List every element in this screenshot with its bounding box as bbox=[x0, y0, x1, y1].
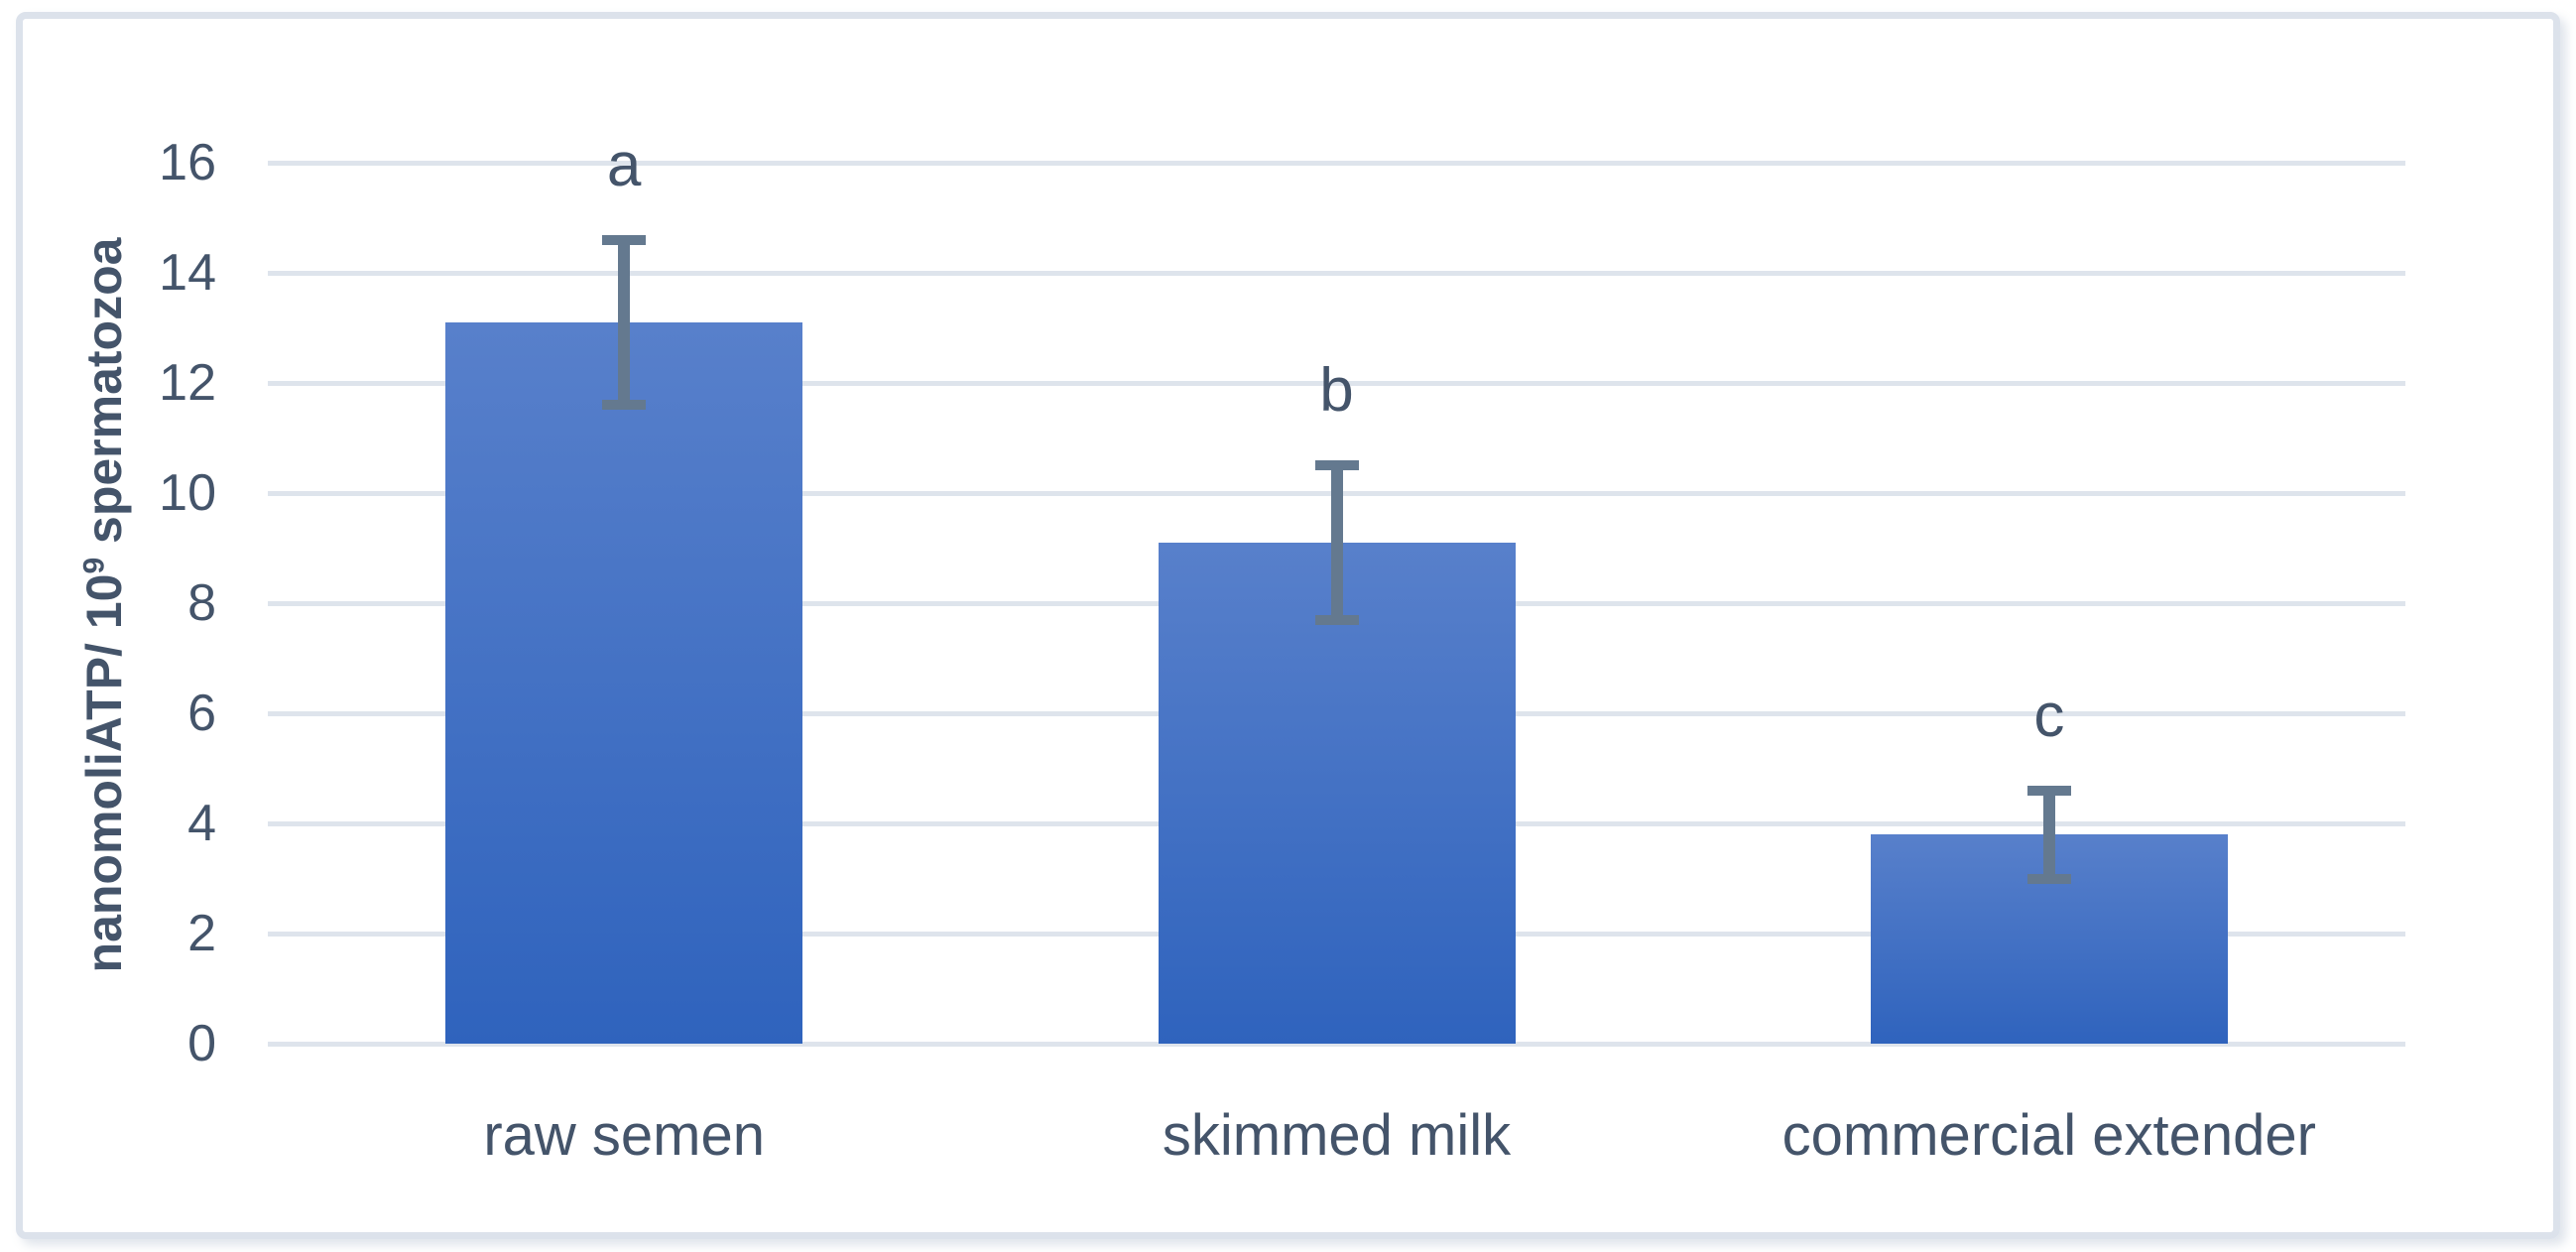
error-bar-cap-top-commercial-extender bbox=[2026, 785, 2071, 796]
x-axis-label-commercial-extender: commercial extender bbox=[1781, 1103, 2316, 1168]
error-bar-cap-top-skimmed-milk bbox=[1314, 460, 1359, 471]
gridline-16 bbox=[268, 160, 2405, 166]
error-bar-stem-raw-semen bbox=[618, 239, 631, 406]
y-tick-label-10: 10 bbox=[159, 464, 216, 522]
y-tick-label-14: 14 bbox=[159, 244, 216, 302]
y-tick-label-0: 0 bbox=[187, 1015, 216, 1072]
significance-letter-a: a bbox=[606, 130, 642, 199]
error-bar-cap-bottom-raw-semen bbox=[602, 400, 647, 411]
x-axis-label-skimmed-milk: skimmed milk bbox=[1162, 1103, 1512, 1168]
y-tick-label-16: 16 bbox=[159, 134, 216, 191]
bar-raw-semen bbox=[445, 321, 803, 1044]
y-tick-label-12: 12 bbox=[159, 354, 216, 412]
error-bar-stem-commercial-extender bbox=[2042, 790, 2055, 879]
significance-letter-c: c bbox=[2033, 681, 2065, 750]
error-bar-cap-bottom-skimmed-milk bbox=[1314, 614, 1359, 625]
gridline-0 bbox=[268, 1041, 2405, 1047]
x-axis-label-raw-semen: raw semen bbox=[483, 1103, 765, 1168]
gridline-14 bbox=[268, 270, 2405, 276]
error-bar-stem-skimmed-milk bbox=[1330, 465, 1343, 620]
error-bar-cap-top-raw-semen bbox=[602, 234, 647, 245]
bar-skimmed-milk bbox=[1158, 542, 1516, 1044]
significance-letter-b: b bbox=[1319, 356, 1354, 426]
y-tick-label-8: 8 bbox=[187, 574, 216, 632]
gridline-12 bbox=[268, 380, 2405, 386]
y-tick-label-2: 2 bbox=[187, 905, 216, 962]
y-tick-label-6: 6 bbox=[187, 685, 216, 742]
y-axis-title-superscript: 9 bbox=[77, 557, 111, 574]
error-bar-cap-bottom-commercial-extender bbox=[2026, 873, 2071, 884]
y-tick-label-4: 4 bbox=[187, 795, 216, 852]
